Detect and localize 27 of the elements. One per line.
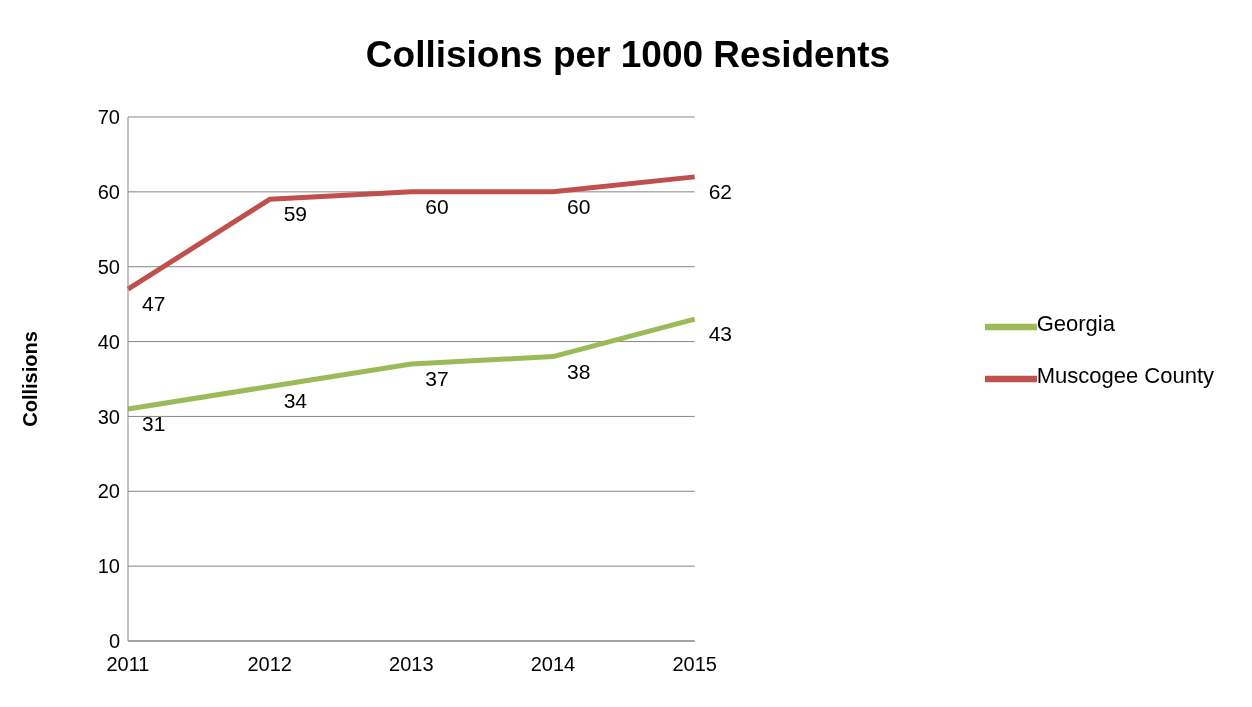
- x-tick-label: 2012: [247, 653, 292, 676]
- y-tick-label: 0: [108, 630, 120, 653]
- legend-label: Georgia: [1036, 311, 1115, 337]
- data-label: 43: [708, 322, 733, 346]
- chart-title: Collisions per 1000 Residents: [364, 34, 892, 76]
- data-label: 37: [425, 367, 449, 391]
- data-label: 59: [283, 202, 308, 226]
- y-tick-label: 60: [97, 180, 120, 203]
- y-tick-label: 70: [97, 106, 120, 129]
- y-tick-label: 50: [97, 255, 120, 278]
- data-label: 47: [142, 292, 166, 316]
- data-label: 60: [567, 194, 591, 218]
- y-axis-title: Collisions: [19, 331, 42, 427]
- y-tick-label: 20: [97, 480, 120, 503]
- data-label: 60: [425, 194, 449, 218]
- data-label: 62: [708, 179, 733, 203]
- data-label: 38: [567, 359, 591, 383]
- x-tick-label: 2011: [106, 653, 150, 676]
- x-tick-label: 2014: [530, 653, 576, 676]
- y-tick-label: 30: [97, 405, 120, 428]
- data-label: 34: [283, 389, 308, 413]
- y-tick-label: 40: [97, 330, 120, 353]
- x-tick-label: 2013: [389, 653, 434, 676]
- y-tick-label: 10: [97, 555, 120, 578]
- legend-label: Muscogee County: [1036, 363, 1214, 389]
- data-label: 31: [142, 411, 166, 435]
- x-tick-label: 2015: [672, 653, 717, 676]
